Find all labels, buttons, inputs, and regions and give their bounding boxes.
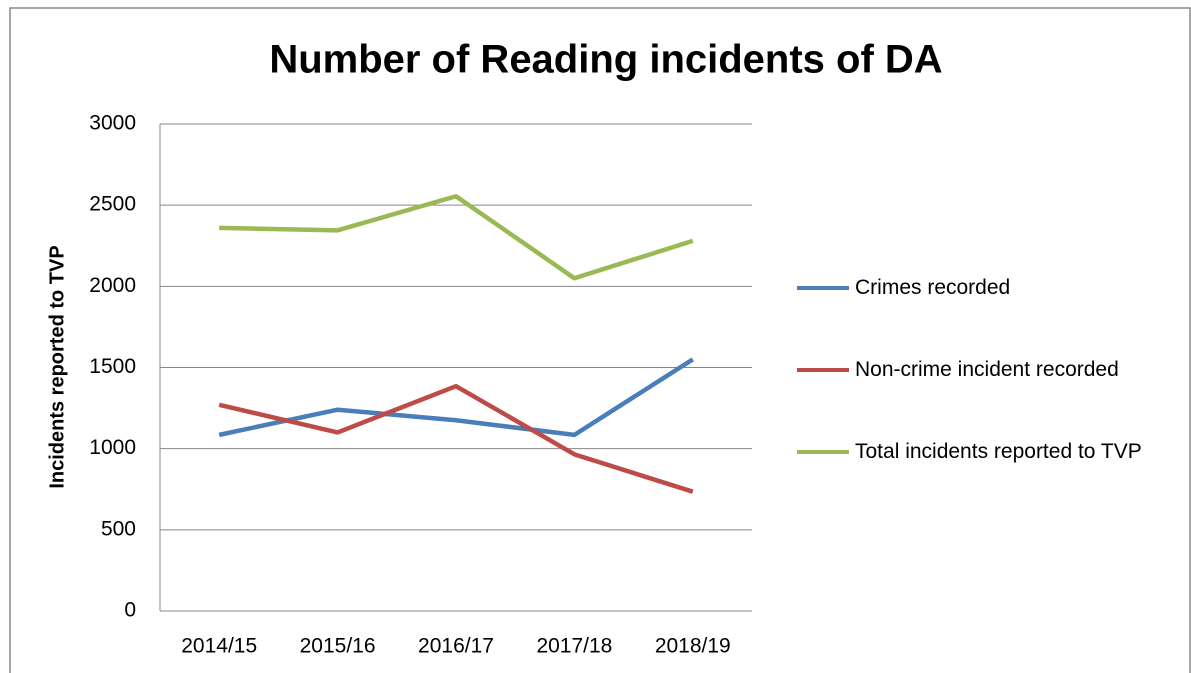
x-tick-label: 2017/18 bbox=[536, 635, 612, 658]
y-tick-label: 500 bbox=[101, 517, 136, 540]
x-tick-label: 2018/19 bbox=[655, 635, 731, 658]
y-tick-label: 1500 bbox=[89, 355, 136, 378]
chart-border bbox=[9, 7, 1191, 673]
legend-swatch bbox=[797, 286, 849, 290]
series-line bbox=[218, 383, 694, 494]
legend-label: Total incidents reported to TVP bbox=[855, 440, 1142, 463]
legend-swatch bbox=[797, 368, 849, 372]
x-tick-label: 2016/17 bbox=[418, 635, 494, 658]
chart-title: Number of Reading incidents of DA bbox=[269, 38, 942, 82]
legend-label: Non-crime incident recorded bbox=[855, 358, 1119, 381]
series-line bbox=[218, 357, 695, 438]
series-line bbox=[219, 193, 694, 281]
y-tick-label: 3000 bbox=[89, 112, 136, 135]
y-tick-label: 2500 bbox=[89, 193, 136, 216]
x-tick-label: 2015/16 bbox=[300, 635, 376, 658]
x-tick-label: 2014/15 bbox=[181, 635, 257, 658]
legend-label: Crimes recorded bbox=[855, 276, 1011, 299]
y-axis-label: Incidents reported to TVP bbox=[46, 245, 68, 488]
y-tick-label: 2000 bbox=[89, 274, 136, 297]
y-tick-label: 1000 bbox=[89, 436, 136, 459]
legend-swatch bbox=[797, 450, 849, 454]
y-tick-label: 0 bbox=[124, 599, 136, 622]
